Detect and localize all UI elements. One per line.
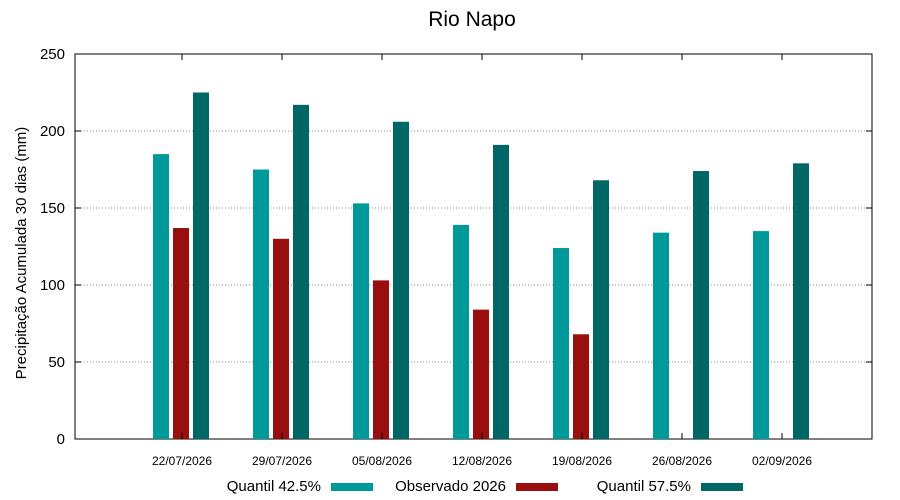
legend-label: Quantil 42.5% xyxy=(227,478,321,495)
bar-2 xyxy=(373,280,389,439)
legend-label: Quantil 57.5% xyxy=(597,478,691,495)
bar-2 xyxy=(573,334,589,439)
y-axis: 0 50 100 150 200 250 xyxy=(40,46,872,448)
bar-3 xyxy=(693,171,709,440)
bar-2 xyxy=(173,228,189,439)
y-tick-label: 50 xyxy=(48,354,65,371)
chart-title: Rio Napo xyxy=(428,8,516,31)
legend-swatch xyxy=(331,483,373,491)
bar-2 xyxy=(273,238,289,439)
bar-1 xyxy=(553,248,569,439)
bar-1 xyxy=(353,203,369,439)
bar-3 xyxy=(793,163,809,439)
bar-2 xyxy=(473,309,489,439)
legend: Quantil 42.5% Observado 2026 Quantil 57.5% xyxy=(227,478,743,495)
bar-3 xyxy=(193,92,209,439)
x-tick-label: 29/07/2026 xyxy=(252,454,312,468)
bar-3 xyxy=(593,180,609,439)
bar-1 xyxy=(453,224,469,439)
y-tick-label: 250 xyxy=(40,46,65,63)
legend-swatch xyxy=(516,483,558,491)
bar-3 xyxy=(493,144,509,440)
bar-1 xyxy=(253,169,269,439)
y-tick-label: 200 xyxy=(40,123,65,140)
x-tick-label: 19/08/2026 xyxy=(552,454,612,468)
bar-1 xyxy=(153,154,169,439)
bar-3 xyxy=(393,121,409,439)
bars xyxy=(153,92,809,440)
x-tick-label: 26/08/2026 xyxy=(652,454,712,468)
y-tick-label: 150 xyxy=(40,200,65,217)
x-tick-label: 22/07/2026 xyxy=(152,454,212,468)
bar-3 xyxy=(293,104,309,439)
legend-label: Observado 2026 xyxy=(395,478,506,495)
x-tick-label: 05/08/2026 xyxy=(352,454,412,468)
x-axis: 22/07/2026 29/07/2026 05/08/2026 12/08/2026… xyxy=(152,54,812,468)
bar-1 xyxy=(653,232,669,439)
x-tick-label: 12/08/2026 xyxy=(452,454,512,468)
y-tick-label: 100 xyxy=(40,277,65,294)
legend-swatch xyxy=(701,483,743,491)
bar-1 xyxy=(753,231,769,439)
y-axis-label: Precipitação Acumulada 30 dias (mm) xyxy=(13,127,30,380)
x-tick-label: 02/09/2026 xyxy=(752,454,812,468)
y-tick-label: 0 xyxy=(57,431,65,448)
